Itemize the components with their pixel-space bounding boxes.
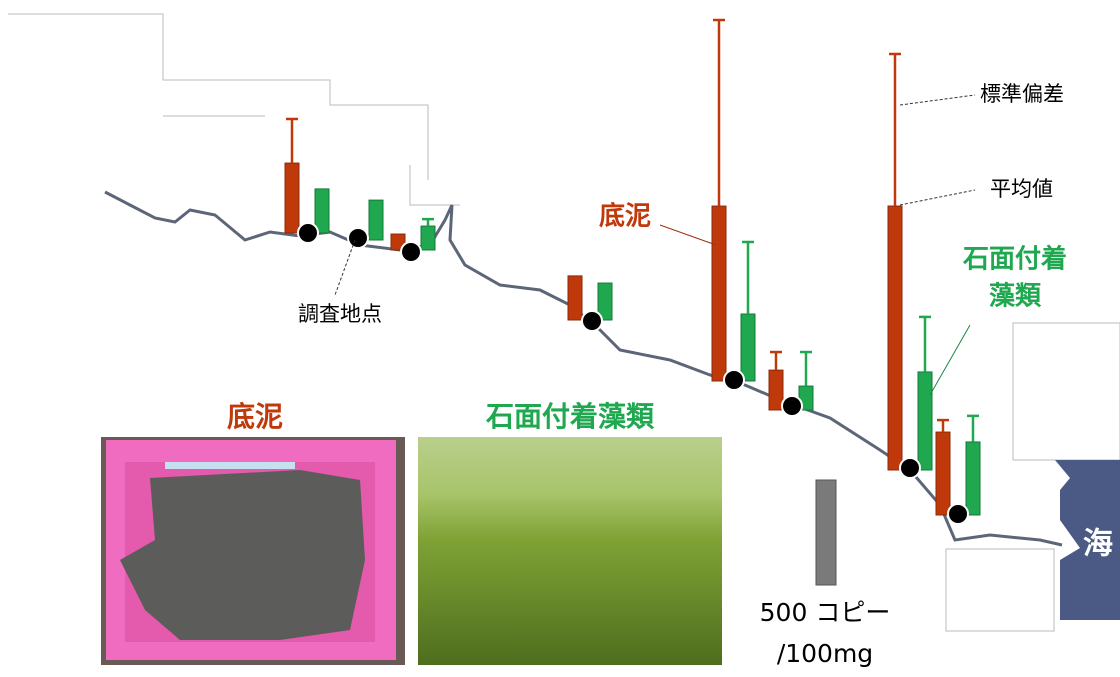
site-point xyxy=(581,310,603,332)
sediment-photo xyxy=(101,437,405,665)
algae-bar xyxy=(965,441,981,516)
site-point xyxy=(347,227,369,249)
sediment-bar xyxy=(284,162,300,234)
sediment-bar xyxy=(711,205,727,382)
sd-label: 標準偏差 xyxy=(980,82,1064,106)
mean-label: 平均値 xyxy=(990,177,1053,201)
sediment-bar xyxy=(768,369,784,411)
algae-photo xyxy=(418,437,722,665)
photo-caption: 石面付着藻類 xyxy=(485,400,655,433)
algae-bar xyxy=(368,199,384,241)
sea-label: 海 xyxy=(1083,527,1113,562)
scale-label: /100mg xyxy=(777,639,873,668)
sediment-bar xyxy=(390,233,406,251)
masks xyxy=(8,13,1120,632)
leader xyxy=(659,224,717,246)
scale-bar xyxy=(815,479,837,586)
leader xyxy=(929,324,971,396)
algae-bar xyxy=(740,313,756,382)
sea xyxy=(1055,460,1120,620)
leader xyxy=(899,189,976,206)
site-point xyxy=(781,395,803,417)
sediment-bar xyxy=(935,431,951,516)
site-point xyxy=(297,222,319,244)
site-point xyxy=(723,369,745,391)
leader xyxy=(899,94,976,106)
site-point xyxy=(899,457,921,479)
leader xyxy=(334,239,356,296)
sediment-bar xyxy=(887,205,903,471)
site-label: 調査地点 xyxy=(298,302,382,326)
sediment-label: 底泥 xyxy=(599,201,651,232)
algae-bar xyxy=(917,371,933,471)
algae-bar xyxy=(420,225,436,251)
algae-bar xyxy=(314,188,330,234)
algae-bar xyxy=(597,282,613,321)
algae-label: 藻類 xyxy=(989,282,1042,312)
photo-caption: 底泥 xyxy=(227,400,283,433)
bars xyxy=(284,18,981,525)
site-point xyxy=(400,241,422,263)
algae-label: 石面付着 xyxy=(962,244,1067,275)
scale-label: 500 コピー xyxy=(760,598,891,627)
site-point xyxy=(947,503,969,525)
sediment-bar xyxy=(567,275,583,321)
